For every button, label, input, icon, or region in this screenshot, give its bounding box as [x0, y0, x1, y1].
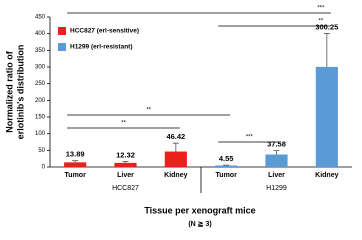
y-title-line: Normalized ratio of — [4, 50, 14, 133]
x-subtitle: (N ≧ 3) — [188, 221, 211, 228]
data-label: 4.55 — [219, 154, 234, 163]
x-tick-label: Liver — [268, 172, 285, 179]
significance-label: ** — [121, 121, 126, 127]
x-tick-label: Tumor — [65, 172, 87, 179]
y-tick-label: 300 — [35, 65, 46, 71]
x-tick-label: Tumor — [216, 172, 238, 179]
error-bar — [323, 33, 330, 67]
significance-label: *** — [317, 6, 325, 12]
y-tick-label: 50 — [38, 148, 45, 154]
bar — [315, 66, 338, 167]
legend-label: H1299 (erl-resistant) — [70, 44, 133, 51]
data-label: 12.32 — [116, 151, 135, 160]
bar — [265, 154, 288, 167]
x-tick-label: Kidney — [315, 172, 338, 179]
error-bar — [122, 161, 129, 163]
bar — [114, 162, 137, 167]
data-label: 37.58 — [267, 139, 286, 148]
y-tick-label: 450 — [35, 15, 46, 21]
significance-label: ** — [146, 108, 151, 114]
group-label: HCC827 — [112, 185, 139, 192]
significance-label: *** — [246, 135, 254, 141]
y-tick-label: 250 — [35, 81, 46, 87]
legend-swatch — [58, 27, 66, 35]
y-tick-label: 150 — [35, 115, 46, 121]
group-label: H1299 — [266, 185, 287, 192]
x-title: Tissue per xenograft mice — [144, 205, 255, 215]
error-bar — [172, 142, 179, 152]
legend-label: HCC827 (erl-sensitive) — [70, 28, 139, 35]
bar — [215, 165, 238, 167]
y-tick-label: 200 — [35, 98, 46, 104]
error-bar — [273, 150, 280, 155]
data-label: 13.89 — [66, 150, 85, 159]
data-label: 300.25 — [315, 23, 338, 32]
y-title-line: erlotinib's distribution — [15, 45, 25, 140]
y-tick-label: 100 — [35, 131, 46, 137]
x-tick-label: Liver — [117, 172, 134, 179]
bar — [164, 151, 187, 167]
error-bar — [72, 160, 79, 163]
x-tick-label: Kidney — [164, 172, 187, 179]
data-label: 46.42 — [166, 132, 185, 141]
legend-swatch — [58, 43, 66, 51]
significance-label: ** — [318, 19, 323, 25]
bar — [64, 162, 87, 167]
y-tick-label: 0 — [42, 165, 46, 171]
y-tick-label: 350 — [35, 48, 46, 54]
y-tick-label: 400 — [35, 31, 46, 37]
